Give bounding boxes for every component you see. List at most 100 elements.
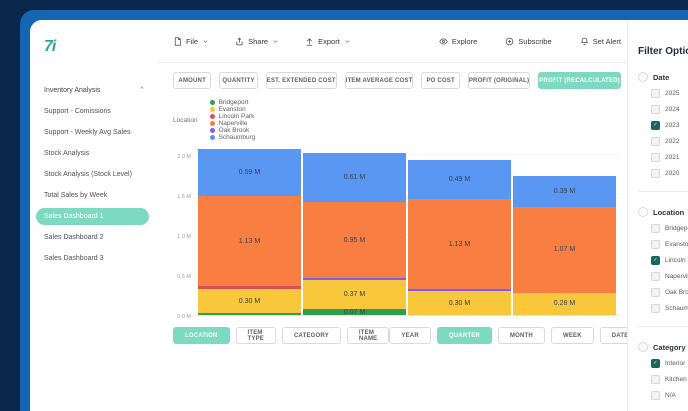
stacked-bar-2[interactable]: 0.07 M 0.37 M 0.95 M 0.61 M [303,153,406,316]
checkbox-icon[interactable] [651,153,660,162]
granularity-year-button[interactable]: YEAR [389,327,431,344]
bar-segment-evanston[interactable]: 0.30 M [408,291,511,315]
checkbox-icon[interactable] [651,137,660,146]
measure-po-cost-button[interactable]: PO COST [421,72,460,89]
filter-option-evanston[interactable]: Evanston [651,240,688,249]
legend-item-naperville[interactable]: Naperville [209,120,256,127]
filter-option-2022[interactable]: 2022 [651,137,688,146]
checkbox-icon[interactable] [651,288,660,297]
groupby-item-type-button[interactable]: ITEM TYPE [235,327,276,344]
stacked-bar-4[interactable]: 0.28 M 1.07 M 0.39 M [513,175,616,315]
stacked-bar-1[interactable]: 0.30 M 1.13 M 0.59 M [198,148,301,315]
file-menu[interactable]: File [173,37,209,46]
checkbox-icon[interactable] [651,105,660,114]
filter-reset-icon[interactable] [638,72,648,82]
granularity-month-button[interactable]: MONTH [497,327,545,344]
filter-option-label: Lincoln Park [665,257,688,264]
share-menu[interactable]: Share [235,37,279,46]
checkbox-icon[interactable] [651,224,660,233]
bar-segment-schaumburg[interactable]: 0.61 M [303,153,406,203]
checkbox-icon[interactable] [651,304,660,313]
measure-quantity-button[interactable]: QUANTITY [219,72,258,89]
filter-option-bridgeport[interactable]: Bridgeport [651,224,688,233]
filter-option-n-a[interactable]: N/A [651,391,688,400]
sidebar-item-sales-dashboard-2[interactable]: Sales Dashboard 2 [44,234,104,241]
checkbox-icon[interactable] [651,169,660,178]
filter-reset-icon[interactable] [638,207,648,217]
bar-segment-schaumburg[interactable]: 0.49 M [408,159,511,200]
filter-reset-icon[interactable] [638,342,648,352]
filter-section-name: Date [653,72,670,82]
bar-segment-bridgeport[interactable]: 0.07 M [303,309,406,316]
granularity-week-button[interactable]: WEEK [550,327,594,344]
measure-amount-button[interactable]: AMOUNT [173,72,212,89]
checkbox-icon[interactable] [651,89,660,98]
checkbox-icon[interactable] [651,240,660,249]
filter-option-naperville[interactable]: Naperville [651,272,688,281]
measure-profit-original-button[interactable]: PROFIT (ORIGINAL) [467,72,531,89]
chevron-down-icon [203,39,208,43]
sidebar-item-support-weekly-avg-sales[interactable]: Support - Weekly Avg Sales [44,129,131,136]
sidebar-item-total-sales-by-week[interactable]: Total Sales by Week [44,192,108,199]
filter-option-2021[interactable]: 2021 [651,153,688,162]
groupby-category-button[interactable]: CATEGORY [281,327,341,344]
bar-segment-schaumburg[interactable]: 0.59 M [198,148,301,196]
checkbox-icon[interactable] [651,272,660,281]
export-menu[interactable]: Export [305,37,351,46]
filter-section-header-date[interactable]: Date [638,72,688,82]
filter-option-2024[interactable]: 2024 [651,105,688,114]
bar-segment-oak-brook[interactable] [303,278,406,280]
sidebar-item-sales-dashboard-1[interactable]: Sales Dashboard 1 [36,208,149,225]
explore-button[interactable]: Explore [439,37,477,46]
bar-segment-bridgeport[interactable] [198,313,301,315]
subscribe-button[interactable]: Subscribe [505,37,552,46]
granularity-quarter-button[interactable]: QUARTER [436,327,492,344]
bar-segment-naperville[interactable]: 1.07 M [513,207,616,293]
groupby-item-name-button[interactable]: ITEM NAME [346,327,390,344]
checkbox-checked-icon[interactable]: ✓ [651,256,660,265]
bar-segment-evanston[interactable]: 0.28 M [513,292,616,315]
filter-option-lincoln-park[interactable]: ✓ Lincoln Park [651,256,688,265]
legend-item-evanston[interactable]: Evanston [209,106,256,113]
checkbox-icon[interactable] [651,391,660,400]
app-logo-icon[interactable]: 7i [44,38,56,55]
sidebar-item-inventory-analysis[interactable]: Inventory Analysis ⌃ [30,80,157,101]
bar-segment-naperville[interactable]: 1.13 M [408,199,511,290]
sidebar-item-stock-analysis[interactable]: Stock Analysis [44,150,90,157]
filter-option-kitchen[interactable]: Kitchen [651,375,688,384]
filter-section-header-category[interactable]: Category [638,342,688,352]
legend-item-lincoln-park[interactable]: Lincoln Park [209,113,256,120]
filter-option-interior[interactable]: ✓ Interior [651,359,688,368]
legend-item-bridgeport[interactable]: Bridgeport [209,99,256,106]
filter-option-2025[interactable]: 2025 [651,89,688,98]
checkbox-checked-icon[interactable]: ✓ [651,359,660,368]
filter-section-header-location[interactable]: Location [638,207,688,217]
groupby-location-button[interactable]: LOCATION [173,327,230,344]
sidebar-item-support-comissions[interactable]: Support - Comissions [44,108,111,115]
legend-item-oak-brook[interactable]: Oak Brook [209,127,256,134]
legend-label: Bridgeport [218,99,249,106]
bar-segment-evanston[interactable]: 0.37 M [303,279,406,310]
measure-profit-recalculated-button[interactable]: PROFIT (RECALCULATED) [538,72,621,89]
bar-segment-oak-brook[interactable] [408,289,511,291]
bar-segment-evanston[interactable]: 0.30 M [198,289,301,314]
subscribe-icon [506,37,514,45]
filter-option-2023[interactable]: ✓ 2023 [651,121,688,130]
bar-segment-schaumburg[interactable]: 0.39 M [513,175,616,208]
set-alert-button[interactable]: Set Alert [580,37,621,46]
filter-option-oak-brook[interactable]: Oak Brook [651,288,688,297]
sidebar-item-stock-analysis-stock-level[interactable]: Stock Analysis (Stock Level) [44,171,132,178]
dashboard-content: AMOUNT QUANTITY EST. EXTENDED COST ITEM … [157,63,641,344]
filter-option-schaumburg[interactable]: Schaumburg [651,304,688,313]
legend-item-schaumburg[interactable]: Schaumburg [209,134,255,141]
checkbox-icon[interactable] [651,375,660,384]
bar-segment-naperville[interactable]: 0.95 M [303,202,406,279]
measure-item-average-cost-button[interactable]: ITEM AVERAGE COST [344,72,414,89]
sidebar-item-sales-dashboard-3[interactable]: Sales Dashboard 3 [44,255,104,262]
bar-segment-naperville[interactable]: 1.13 M [198,195,301,287]
stacked-bar-3[interactable]: 0.30 M 1.13 M 0.49 M [408,159,511,315]
measure-est-extended-cost-button[interactable]: EST. EXTENDED COST [265,72,337,89]
filter-option-2020[interactable]: 2020 [651,169,688,178]
checkbox-checked-icon[interactable]: ✓ [651,121,660,130]
bar-segment-lincoln-park[interactable] [198,286,301,290]
